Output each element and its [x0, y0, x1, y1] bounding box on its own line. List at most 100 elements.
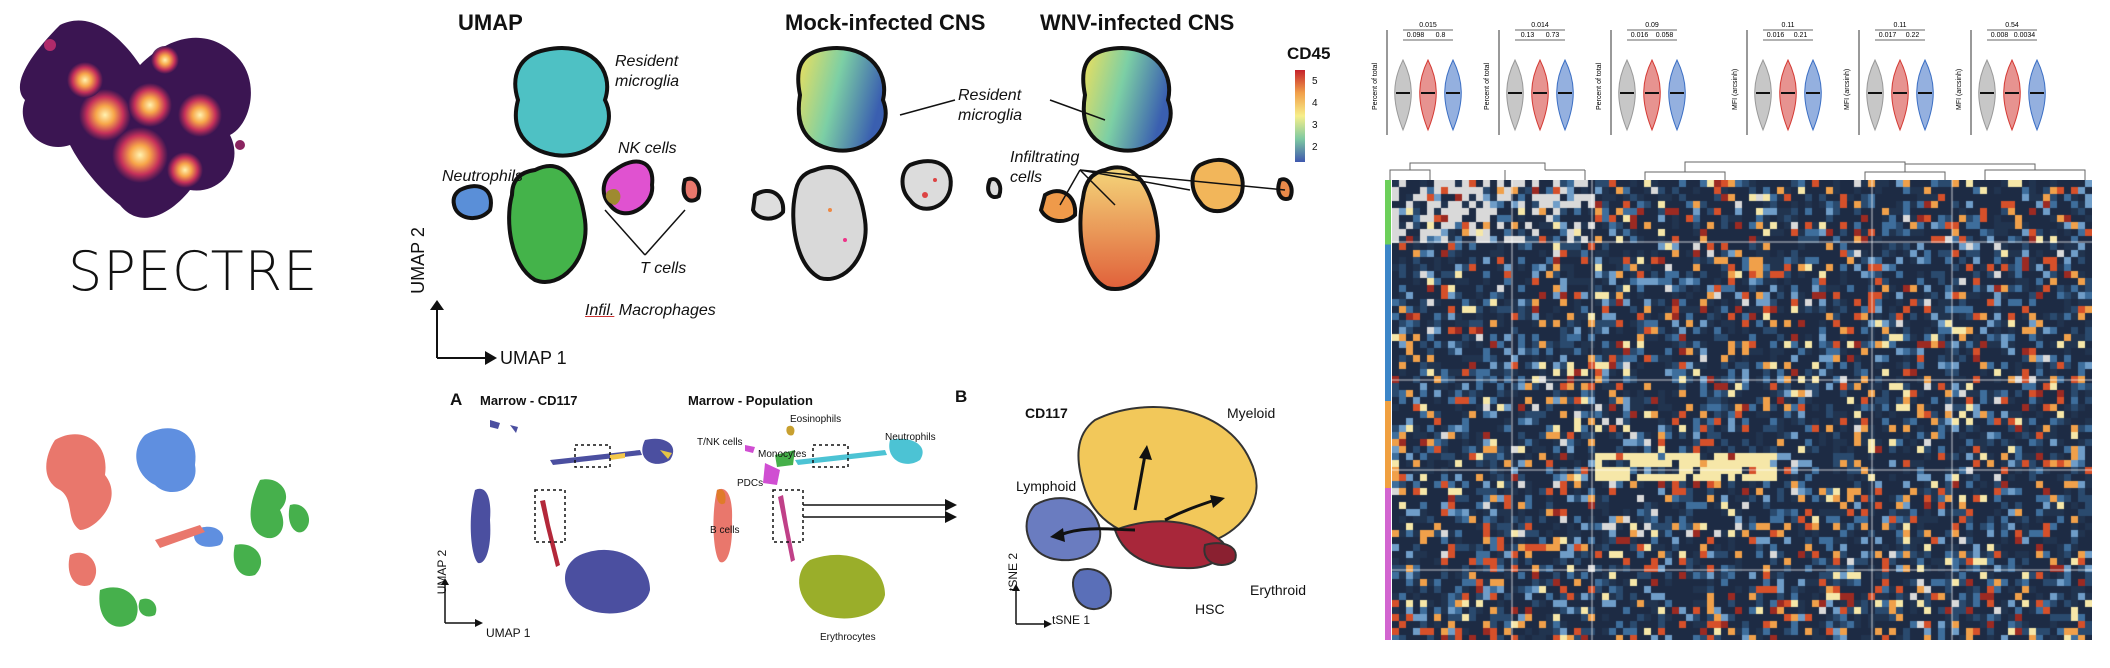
- marrow-population-plot: [713, 425, 957, 619]
- pvalue-label: 0.098: [1407, 32, 1425, 39]
- marrow-axis-x: UMAP 1: [486, 626, 531, 640]
- pop-label-monocytes: Monocytes: [758, 449, 807, 460]
- mid-pointer-lines: [899, 99, 1286, 206]
- umap-axis-x: UMAP 1: [500, 348, 567, 368]
- violin-shape: [1419, 58, 1437, 132]
- label-b: B: [955, 387, 968, 406]
- pop-label-bcells: B cells: [710, 525, 740, 536]
- marrow-cd117-title: Marrow - CD117: [480, 393, 578, 408]
- wnv-infected-header: WNV-infected CNS: [1040, 10, 1235, 35]
- pvalue-label: 0.11: [1781, 22, 1794, 29]
- colorbar-tick-3: 3: [1312, 120, 1318, 131]
- tsne-label-erythroid: Erythroid: [1250, 582, 1307, 598]
- umap-cluster-plot: [451, 46, 702, 284]
- pvalue-label: 0.0034: [2014, 32, 2036, 39]
- label-resident-microglia-mid: Resident microglia: [958, 87, 1023, 124]
- dendrogram: [1389, 161, 2086, 180]
- violin-ylabel: MFI (arcsinh): [1956, 69, 1963, 110]
- pop-label-pdcs: PDCs: [737, 478, 764, 489]
- violin-shape: [1668, 58, 1686, 132]
- label-t-cells: T cells: [640, 260, 687, 277]
- spectre-title: SPECTRE: [68, 240, 319, 303]
- violin-shape: [1804, 58, 1822, 132]
- pvalue-label: 0.014: [1531, 22, 1549, 29]
- violin-shape: [1643, 58, 1661, 132]
- pvalue-label: 0.13: [1521, 32, 1535, 39]
- wnv-infected-plot: [1038, 46, 1294, 292]
- label-infil-macrophages: Infil. Macrophages: [585, 302, 716, 320]
- heatmap: [1392, 180, 2092, 640]
- pop-label-eosinophils: Eosinophils: [790, 414, 842, 425]
- heatmap-row-annotation: [1385, 180, 1391, 640]
- violin-ylabel: Percent of total: [1484, 62, 1491, 110]
- pvalue-label: 0.54: [2005, 22, 2019, 29]
- pvalue-label: 0.73: [1546, 32, 1560, 39]
- marrow-population-title: Marrow - Population: [688, 393, 813, 408]
- infil-prefix: Infil.: [585, 302, 615, 319]
- spectre-density-plot: [19, 20, 251, 218]
- violin-shape: [2003, 58, 2021, 132]
- pop-label-neutrophils: Neutrophils: [885, 432, 936, 443]
- mock-infected-header: Mock-infected CNS: [785, 10, 986, 35]
- violin-shape: [2028, 58, 2046, 132]
- umap-axis-y: UMAP 2: [407, 227, 428, 294]
- violin-panel: Percent of total 0.014 0.13 0.73: [1484, 22, 1574, 135]
- pvalue-label: 0.016: [1631, 32, 1649, 39]
- violin-ylabel: Percent of total: [1372, 62, 1379, 110]
- violin-plots: Percent of total 0.015 0.098 0.8 Percent of …: [1365, 15, 2065, 150]
- violin-shape: [1866, 58, 1884, 132]
- tsne-plot: [1025, 406, 1258, 610]
- spectre-cluster-plot: [46, 428, 310, 627]
- pvalue-label: 0.11: [1893, 22, 1906, 29]
- tsne-axes-arrows: [1012, 584, 1052, 628]
- violin-panel: Percent of total 0.015 0.098 0.8: [1372, 22, 1462, 135]
- infil-suffix: Macrophages: [614, 302, 716, 319]
- colorbar-tick-4: 4: [1312, 98, 1318, 109]
- pvalue-label: 0.8: [1436, 32, 1446, 39]
- violin-ylabel: Percent of total: [1596, 62, 1603, 110]
- violin-shape: [1978, 58, 1996, 132]
- colorbar-tick-5: 5: [1312, 76, 1318, 87]
- label-resident-microglia: Resident microglia: [615, 53, 680, 90]
- umap-axes-arrows: [430, 300, 497, 365]
- violin-shape: [1556, 58, 1574, 132]
- pvalue-label: 0.016: [1767, 32, 1785, 39]
- tsne-label-myeloid: Myeloid: [1227, 405, 1276, 421]
- tsne-label-lymphoid: Lymphoid: [1016, 478, 1077, 494]
- violin-panel: MFI (arcsinh) 0.11 0.016 0.21: [1732, 22, 1822, 135]
- label-neutrophils: Neutrophils: [442, 168, 523, 185]
- violin-panel: MFI (arcsinh) 0.54 0.008 0.0034: [1956, 22, 2046, 135]
- tsne-label-hsc: HSC: [1195, 601, 1225, 617]
- pvalue-label: 0.09: [1645, 22, 1659, 29]
- violin-shape: [1394, 58, 1412, 132]
- mock-infected-plot: [750, 46, 1003, 282]
- label-nk-cells: NK cells: [618, 140, 677, 157]
- pop-label-erythrocytes: Erythrocytes: [820, 632, 876, 643]
- cd45-colorbar: [1295, 70, 1305, 162]
- pvalue-label: 0.22: [1906, 32, 1920, 39]
- marrow-cd117-plot: [470, 420, 674, 614]
- violin-shape: [1779, 58, 1797, 132]
- violin-panel: Percent of total 0.09 0.016 0.058: [1596, 22, 1686, 135]
- violin-shape: [1891, 58, 1909, 132]
- label-infiltrating-cells: Infiltrating cells: [1010, 149, 1080, 186]
- violin-shape: [1754, 58, 1772, 132]
- violin-ylabel: MFI (arcsinh): [1844, 69, 1851, 110]
- umap-header: UMAP: [458, 10, 523, 35]
- colorbar-tick-2: 2: [1312, 142, 1318, 153]
- pvalue-label: 0.21: [1794, 32, 1808, 39]
- pvalue-label: 0.017: [1879, 32, 1897, 39]
- violin-shape: [1531, 58, 1549, 132]
- colorbar-title: CD45: [1287, 44, 1331, 63]
- tcell-pointer-lines: [604, 209, 686, 256]
- pvalue-label: 0.058: [1656, 32, 1674, 39]
- violin-shape: [1618, 58, 1636, 132]
- pop-label-tnk: T/NK cells: [697, 437, 743, 448]
- tsne-axis-x: tSNE 1: [1052, 613, 1091, 627]
- tsne-axis-y: tSNE 2: [1006, 552, 1021, 592]
- pvalue-label: 0.015: [1419, 22, 1437, 29]
- violin-shape: [1506, 58, 1524, 132]
- violin-shape: [1444, 58, 1462, 132]
- violin-panel: MFI (arcsinh) 0.11 0.017 0.22: [1844, 22, 1934, 135]
- tsne-title: CD117: [1025, 405, 1068, 421]
